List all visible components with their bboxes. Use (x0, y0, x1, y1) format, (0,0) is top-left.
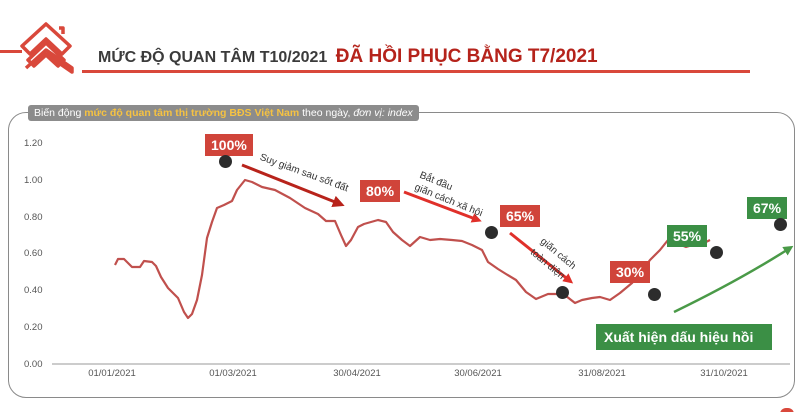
y-tick: 1.00 (24, 175, 43, 186)
subtitle-highlight: mức độ quan tâm thị trường BĐS Việt Nam (84, 107, 300, 119)
y-tick: 0.60 (24, 248, 43, 259)
chart-subtitle: Biến động mức độ quan tâm thị trường BĐS… (28, 105, 419, 121)
x-tick: 30/04/2021 (333, 368, 381, 379)
annotation-badge-67: 67% (747, 197, 788, 219)
header-divider (82, 70, 750, 73)
y-tick: 0.40 (24, 285, 43, 296)
marker-dot (774, 218, 787, 231)
y-tick: 1.20 (24, 138, 43, 149)
subtitle-prefix: Biến động (34, 107, 85, 119)
title-highlight: ĐÃ HỒI PHỤC BẰNG T7/2021 (335, 46, 598, 67)
marker-dot (485, 226, 498, 239)
marker-dot (710, 246, 723, 259)
y-tick: 0.80 (24, 212, 43, 223)
decline-arrow-1 (241, 163, 345, 207)
recovery-label: Xuất hiện dấu hiệu hồi (596, 324, 772, 350)
stacked-house-logo-icon (20, 22, 74, 74)
y-tick: 0.20 (24, 322, 43, 333)
y-tick: 0.00 (24, 359, 43, 370)
annotation-badge-80: 80% (360, 180, 401, 202)
marker-dot (219, 155, 232, 168)
header: MỨC ĐỘ QUAN TÂM T10/2021 ĐÃ HỒI PHỤC BẰN… (0, 0, 800, 90)
footer-mark (780, 408, 794, 412)
header-divider-left (0, 50, 22, 53)
annotation-badge-55: 55% (667, 225, 708, 247)
subtitle-middle: theo ngày, (299, 107, 354, 119)
annotation-badge-30: 30% (610, 261, 651, 283)
recovery-arrow (673, 245, 794, 314)
x-tick: 31/10/2021 (700, 368, 748, 379)
subtitle-unit: đơn vị: index (353, 107, 413, 119)
x-tick: 30/06/2021 (454, 368, 502, 379)
series-line (114, 178, 711, 320)
x-tick: 01/03/2021 (209, 368, 257, 379)
decline-arrow-2 (403, 190, 482, 223)
page-title: MỨC ĐỘ QUAN TÂM T10/2021 ĐÃ HỒI PHỤC BẰN… (98, 46, 598, 68)
decline-arrow-3 (509, 231, 574, 284)
title-main: MỨC ĐỘ QUAN TÂM T10/2021 (98, 49, 328, 66)
x-tick: 31/08/2021 (578, 368, 626, 379)
marker-dot (648, 288, 661, 301)
marker-dot (556, 286, 569, 299)
annotation-badge-65: 65% (500, 205, 541, 227)
annotation-badge-100: 100% (205, 134, 253, 156)
x-tick: 01/01/2021 (88, 368, 136, 379)
